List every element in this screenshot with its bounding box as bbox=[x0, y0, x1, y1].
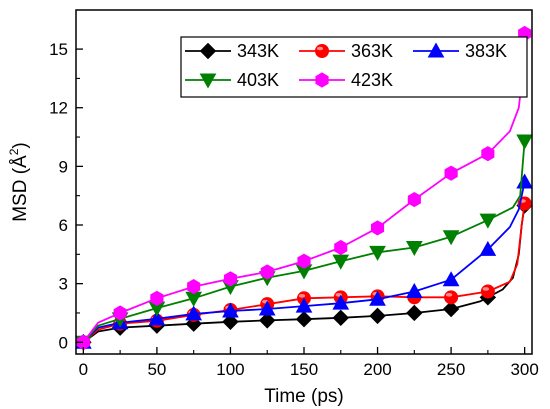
y-axis-title-sup: 2 bbox=[7, 148, 21, 155]
data-point-423K bbox=[187, 279, 201, 295]
data-point-423K bbox=[223, 271, 237, 287]
data-point-403K bbox=[442, 230, 460, 246]
legend-item-363K: 363K bbox=[299, 41, 393, 61]
y-tick-label: 9 bbox=[59, 157, 68, 176]
y-axis-title-close: ) bbox=[10, 142, 31, 148]
legend-label: 403K bbox=[237, 70, 279, 90]
y-tick-label: 0 bbox=[59, 333, 68, 352]
data-point-423K bbox=[113, 305, 127, 321]
data-point-423K bbox=[407, 192, 421, 208]
data-point-343K bbox=[295, 311, 313, 328]
data-point-363K bbox=[444, 290, 459, 305]
legend-label: 423K bbox=[351, 70, 393, 90]
data-point-383K bbox=[516, 173, 533, 189]
legend-item-383K: 383K bbox=[413, 41, 507, 61]
data-point-343K bbox=[332, 309, 349, 327]
x-axis-title: Time (ps) bbox=[264, 386, 344, 407]
legend-item-343K: 343K bbox=[185, 41, 279, 61]
y-tick-label: 15 bbox=[49, 40, 68, 59]
x-tick-label: 150 bbox=[290, 360, 318, 379]
data-point-383K bbox=[479, 240, 497, 256]
data-point-423K bbox=[260, 264, 274, 280]
legend: 343K 363K 383K 403K 423K bbox=[180, 36, 528, 98]
y-tick-label: 3 bbox=[59, 275, 68, 294]
data-point-383K bbox=[148, 310, 166, 326]
x-tick-label: 0 bbox=[79, 360, 88, 379]
x-tick-label: 50 bbox=[147, 360, 166, 379]
series-383K bbox=[75, 173, 533, 349]
data-point-383K bbox=[405, 282, 423, 298]
data-point-383K bbox=[258, 300, 276, 316]
data-point-343K bbox=[406, 304, 423, 322]
data-point-343K bbox=[442, 300, 460, 318]
series-layer bbox=[75, 25, 533, 351]
legend-marker-343K bbox=[199, 42, 217, 60]
y-axis-title-unit: Å bbox=[10, 155, 31, 168]
legend-marker-403K bbox=[199, 73, 217, 89]
data-point-403K bbox=[332, 254, 350, 270]
data-point-343K bbox=[369, 307, 386, 325]
data-point-383K bbox=[442, 271, 460, 287]
x-tick-label: 250 bbox=[437, 360, 465, 379]
data-point-363K bbox=[480, 284, 495, 299]
x-tick-label: 300 bbox=[510, 360, 538, 379]
data-point-423K bbox=[481, 146, 495, 162]
data-point-423K bbox=[150, 290, 164, 306]
legend-marker-363K bbox=[315, 44, 329, 58]
data-point-383K bbox=[332, 294, 350, 310]
data-point-423K bbox=[444, 165, 458, 181]
legend-label: 363K bbox=[351, 41, 393, 61]
y-axis-title: MSD (Å2) bbox=[7, 142, 31, 222]
y-axis-title-main: MSD ( bbox=[10, 167, 31, 222]
series-line-403K bbox=[82, 140, 526, 343]
series-423K bbox=[76, 25, 532, 350]
data-point-383K bbox=[295, 297, 313, 313]
data-point-423K bbox=[297, 253, 311, 269]
legend-marker-383K bbox=[427, 42, 445, 58]
legend-label: 383K bbox=[465, 41, 507, 61]
data-point-403K bbox=[479, 213, 497, 229]
x-tick-label: 100 bbox=[216, 360, 244, 379]
data-point-383K bbox=[185, 305, 203, 321]
legend-marker-423K bbox=[315, 72, 329, 88]
y-tick-label: 12 bbox=[49, 99, 68, 118]
data-point-423K bbox=[371, 220, 385, 236]
data-point-403K bbox=[369, 245, 386, 261]
legend-box bbox=[180, 36, 528, 98]
data-point-383K bbox=[222, 302, 239, 318]
data-point-403K bbox=[516, 134, 533, 150]
legend-item-403K: 403K bbox=[185, 70, 279, 90]
data-point-343K bbox=[259, 312, 276, 329]
data-point-403K bbox=[405, 240, 423, 257]
data-point-343K bbox=[222, 313, 239, 330]
data-point-383K bbox=[369, 290, 386, 306]
x-tick-label: 200 bbox=[363, 360, 391, 379]
legend-label: 343K bbox=[237, 41, 279, 61]
y-tick-label: 6 bbox=[59, 216, 68, 235]
ticks-layer: 0 50 100 150 200 250 300 0 3 6 9 12 15 bbox=[49, 40, 539, 379]
legend-item-423K: 423K bbox=[299, 70, 393, 90]
series-line-383K bbox=[82, 181, 526, 343]
data-point-423K bbox=[334, 239, 348, 256]
